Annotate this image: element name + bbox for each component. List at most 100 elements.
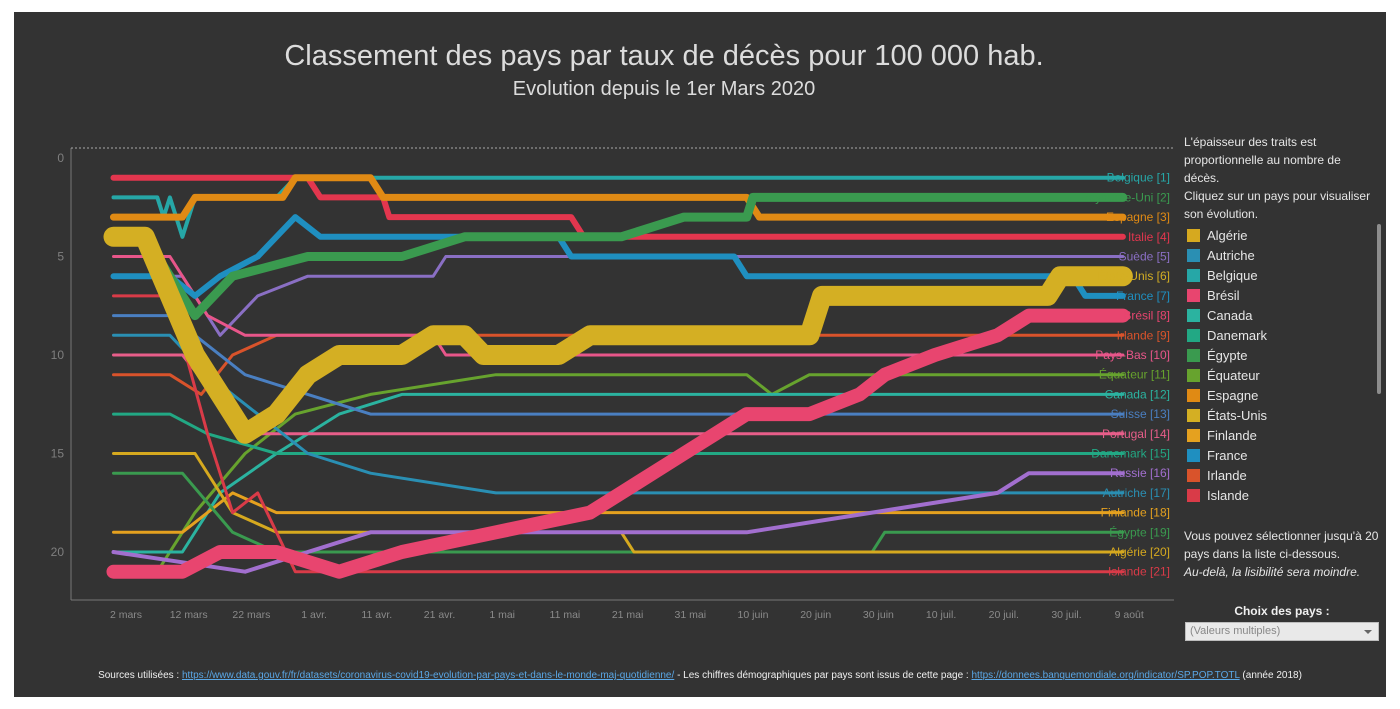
legend-label: Égypte (1207, 348, 1247, 363)
end-label: France [7] (1116, 289, 1170, 303)
end-label: Italie [4] (1128, 230, 1170, 244)
x-tick-label: 20 juin (800, 609, 831, 621)
legend-label: États-Unis (1207, 408, 1267, 423)
legend-label: Finlande (1207, 428, 1257, 443)
legend-label: France (1207, 448, 1247, 463)
legend-swatch (1187, 389, 1200, 402)
legend-item[interactable]: Belgique (1184, 265, 1374, 285)
legend-swatch (1187, 469, 1200, 482)
legend-label: Brésil (1207, 288, 1240, 303)
country-legend: Algérie Autriche Belgique Brésil Canada Danem… (1184, 225, 1374, 507)
end-label: Suède [5] (1119, 250, 1170, 264)
end-label: Pays-Bas [10] (1095, 348, 1170, 362)
x-tick-label: 1 mai (489, 609, 515, 621)
legend-label: Algérie (1207, 228, 1247, 243)
sources-link-banque-mondiale[interactable]: https://donnees.banquemondiale.org/indic… (972, 670, 1240, 681)
x-tick-label: 2 mars (110, 609, 142, 621)
x-tick-label: 11 mai (550, 609, 581, 621)
legend-label: Islande (1207, 488, 1249, 503)
x-tick-label: 20 juil. (989, 609, 1019, 621)
x-tick-label: 11 avr. (361, 609, 392, 621)
legend-label: Espagne (1207, 388, 1258, 403)
legend-item[interactable]: Irlande (1184, 465, 1374, 485)
selection-note: Vous pouvez sélectionner jusqu'à 20 pays… (1184, 527, 1379, 581)
x-tick-label: 9 août (1115, 609, 1144, 621)
legend-item[interactable]: États-Unis (1184, 405, 1374, 425)
end-label: Espagne [3] (1106, 210, 1170, 224)
legend-swatch (1187, 409, 1200, 422)
y-tick-label: 5 (57, 250, 64, 264)
sources-prefix: Sources utilisées : (98, 670, 179, 681)
end-label: États-Unis [6] (1098, 268, 1170, 283)
selection-note-warning: Au-delà, la lisibilité sera moindre. (1184, 565, 1360, 579)
legend-item[interactable]: Espagne (1184, 385, 1374, 405)
selection-note-line2: Au-delà, la lisibilité sera moindre. (1184, 563, 1379, 581)
legend-label: Irlande (1207, 468, 1247, 483)
thickness-note-line2: Cliquez sur un pays pour visualiser son … (1184, 187, 1379, 223)
legend-item[interactable]: Canada (1184, 305, 1374, 325)
legend-swatch (1187, 229, 1200, 242)
x-tick-label: 30 juin (863, 609, 894, 621)
end-label: Royaume-Uni [2] (1080, 190, 1170, 204)
y-tick-label: 20 (51, 545, 65, 559)
end-label: Brésil [8] (1123, 309, 1170, 323)
x-tick-label: 21 avr. (424, 609, 456, 621)
legend-swatch (1187, 289, 1200, 302)
legend-label: Autriche (1207, 248, 1255, 263)
x-tick-label: 30 juil. (1051, 609, 1081, 621)
x-tick-label: 22 mars (232, 609, 270, 621)
legend-item[interactable]: Finlande (1184, 425, 1374, 445)
series-line-italie (114, 178, 1123, 237)
legend-swatch (1187, 489, 1200, 502)
legend-item[interactable]: Équateur (1184, 365, 1374, 385)
x-tick-label: 31 mai (675, 609, 707, 621)
thickness-note-line1: L'épaisseur des traits est proportionnel… (1184, 133, 1379, 187)
x-tick-label: 1 avr. (301, 609, 327, 621)
end-label: Islande [21] (1108, 565, 1170, 579)
end-label: Algérie [20] (1109, 545, 1170, 559)
legend-swatch (1187, 329, 1200, 342)
country-choice-label: Choix des pays : (1184, 604, 1380, 618)
y-tick-label: 10 (51, 348, 65, 362)
sources-middle: - Les chiffres démographiques par pays s… (677, 670, 969, 681)
ranking-line-chart: 0 5 10 15 20 2 mars 12 mars 22 mars 1 avr. 11 avr… (14, 12, 1184, 632)
legend-scrollbar[interactable] (1377, 224, 1381, 394)
legend-label: Danemark (1207, 328, 1267, 343)
legend-item[interactable]: Islande (1184, 485, 1374, 505)
legend-item[interactable]: Égypte (1184, 345, 1374, 365)
legend-swatch (1187, 429, 1200, 442)
legend-item[interactable]: Autriche (1184, 245, 1374, 265)
dashboard-frame: Classement des pays par taux de décès po… (14, 12, 1386, 697)
country-choice-select[interactable]: (Valeurs multiples) (1185, 622, 1379, 641)
end-label: Danemark [15] (1091, 447, 1170, 461)
chevron-down-icon (1364, 630, 1372, 634)
x-tick-label: 10 juil. (926, 609, 956, 621)
selection-note-line1: Vous pouvez sélectionner jusqu'à 20 pays… (1184, 527, 1379, 563)
end-label: Canada [12] (1105, 387, 1170, 401)
series-line-belgique (114, 178, 1123, 237)
x-tick-label: 10 juin (738, 609, 769, 621)
legend-label: Canada (1207, 308, 1253, 323)
end-label: Équateur [11] (1099, 367, 1170, 382)
legend-item[interactable]: France (1184, 445, 1374, 465)
legend-item[interactable]: Algérie (1184, 225, 1374, 245)
sources-link-data-gouv[interactable]: https://www.data.gouv.fr/fr/datasets/cor… (182, 670, 674, 681)
x-tick-label: 12 mars (170, 609, 208, 621)
end-label: Belgique [1] (1107, 171, 1170, 185)
legend-swatch (1187, 269, 1200, 282)
end-label: Autriche [17] (1103, 486, 1170, 500)
legend-swatch (1187, 249, 1200, 262)
country-choice-value: (Valeurs multiples) (1190, 625, 1280, 637)
thickness-note: L'épaisseur des traits est proportionnel… (1184, 133, 1379, 223)
sources-suffix: (année 2018) (1242, 670, 1302, 681)
y-tick-label: 0 (57, 151, 64, 165)
end-label: Suisse [13] (1111, 407, 1170, 421)
legend-label: Équateur (1207, 368, 1260, 383)
sources-footer: Sources utilisées : https://www.data.gou… (14, 670, 1386, 681)
legend-item[interactable]: Danemark (1184, 325, 1374, 345)
x-tick-label: 21 mai (612, 609, 644, 621)
end-label: Égypte [19] (1109, 524, 1170, 539)
legend-item[interactable]: Brésil (1184, 285, 1374, 305)
y-tick-label: 15 (51, 447, 65, 461)
series-line-équateur (114, 375, 1123, 572)
